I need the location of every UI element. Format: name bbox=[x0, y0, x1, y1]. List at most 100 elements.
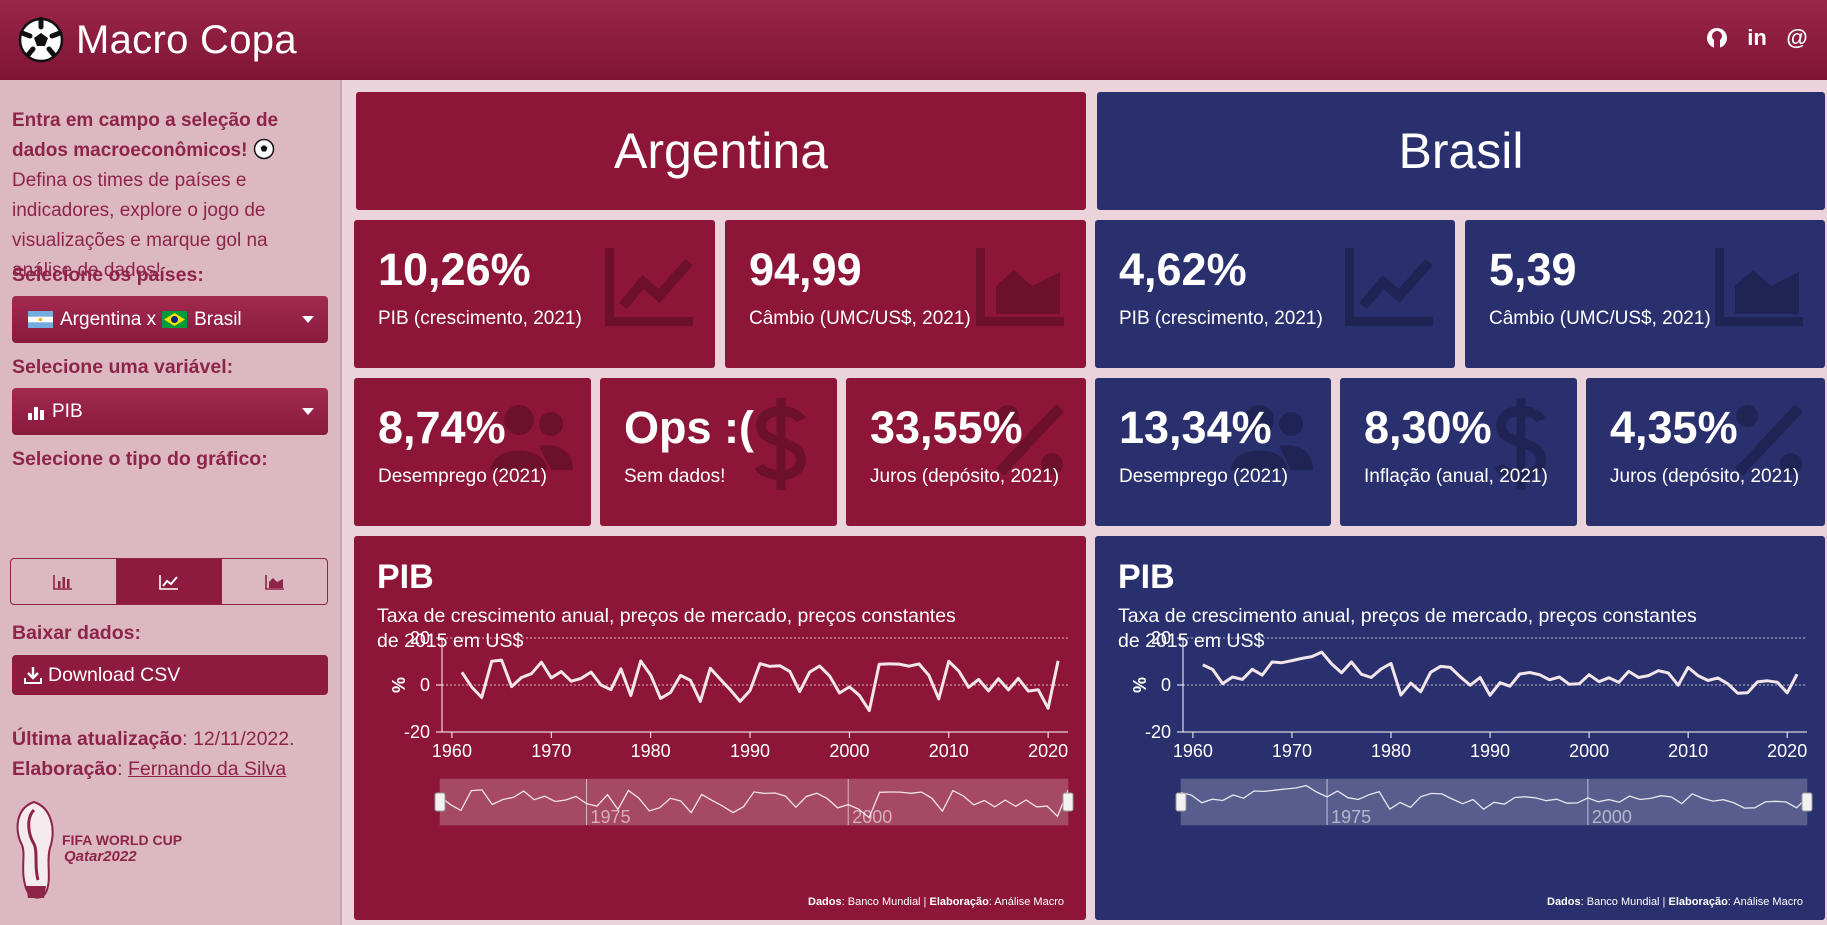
y-tick-label: 20 bbox=[1151, 628, 1171, 648]
author-link[interactable]: Fernando da Silva bbox=[127, 758, 287, 780]
series-line bbox=[1202, 650, 1799, 697]
chart-type-line-button[interactable] bbox=[115, 559, 222, 604]
argentina-line-chart[interactable]: -20 0 20% 1960 1970 1980 1990 2000 2010 2020 1975 2… bbox=[354, 536, 1086, 920]
chart-subtitle: Taxa de crescimento anual, preços de mer… bbox=[377, 605, 956, 652]
box-value: 10,26% bbox=[378, 244, 531, 295]
argentina-exchange-box: 94,99 Câmbio (UMC/US$, 2021) bbox=[725, 220, 1086, 368]
box-value: 94,99 bbox=[749, 244, 862, 295]
chevron-down-icon bbox=[302, 408, 314, 415]
intro-headline: Entra em campo a seleção de dados macroe… bbox=[12, 110, 279, 161]
chart-type-label: Selecione o tipo do gráfico: bbox=[12, 448, 268, 470]
chart-type-area-button[interactable] bbox=[221, 559, 327, 604]
box-label: PIB (crescimento, 2021) bbox=[378, 308, 582, 329]
navigator-handle[interactable] bbox=[1801, 792, 1813, 812]
argentina-chart-panel: PIB Taxa de crescimento anual, preços de… bbox=[354, 536, 1086, 920]
chart-title: PIB bbox=[377, 558, 434, 596]
x-tick-label: 2000 bbox=[829, 741, 869, 761]
navigator-series bbox=[439, 789, 1069, 819]
box-label: Inflação (anual, 2021) bbox=[1364, 466, 1548, 487]
x-tick-label: 2000 bbox=[1569, 741, 1609, 761]
chevron-down-icon bbox=[302, 316, 314, 323]
chart-subtitle: Taxa de crescimento anual, preços de mer… bbox=[1118, 605, 1697, 652]
variable-select[interactable]: PIB bbox=[12, 388, 328, 435]
x-tick-label: 1960 bbox=[1173, 741, 1213, 761]
country-name: Brasil bbox=[1398, 123, 1524, 179]
argentina-header: Argentina bbox=[356, 92, 1086, 210]
soccer-ball-icon bbox=[253, 138, 274, 160]
argentina-interest-box: 33,55% Juros (depósito, 2021) bbox=[846, 378, 1086, 526]
navigator-handle[interactable] bbox=[1175, 792, 1187, 812]
y-tick-label: -20 bbox=[1145, 722, 1171, 742]
download-icon bbox=[24, 667, 42, 684]
x-tick-label: 1970 bbox=[531, 741, 571, 761]
argentina-inflation-box: Ops :( Sem dados! bbox=[600, 378, 837, 526]
brasil-unemployment-box: 13,34% Desemprego (2021) bbox=[1095, 378, 1331, 526]
github-icon[interactable] bbox=[1705, 24, 1729, 52]
box-label: Desemprego (2021) bbox=[378, 466, 547, 487]
y-tick-label: -20 bbox=[404, 722, 430, 742]
linkedin-icon[interactable]: in bbox=[1747, 25, 1767, 50]
brasil-inflation-box: 8,30% Inflação (anual, 2021) bbox=[1340, 378, 1577, 526]
chart-type-bar-button[interactable] bbox=[11, 559, 116, 604]
x-tick-label: 2010 bbox=[1668, 741, 1708, 761]
users-icon bbox=[1231, 405, 1313, 470]
percent-icon bbox=[1734, 404, 1804, 476]
bar-chart-icon bbox=[53, 574, 73, 590]
x-tick-label: 2020 bbox=[1767, 741, 1807, 761]
navigator-window bbox=[439, 778, 1069, 826]
at-icon[interactable]: @ bbox=[1786, 25, 1808, 50]
app-header: Macro Copa in @ bbox=[0, 0, 1827, 80]
box-value: 8,74% bbox=[378, 402, 506, 453]
box-value: 13,34% bbox=[1119, 402, 1272, 453]
box-value: 8,30% bbox=[1364, 402, 1492, 453]
last-update-value: : 12/11/2022. bbox=[182, 728, 295, 750]
box-value: 4,62% bbox=[1119, 244, 1247, 295]
x-tick-label: 1970 bbox=[1272, 741, 1312, 761]
box-label: Câmbio (UMC/US$, 2021) bbox=[749, 308, 971, 329]
sidebar: Entra em campo a seleção de dados macroe… bbox=[0, 80, 342, 925]
argentina-gdp-box: 10,26% PIB (crescimento, 2021) bbox=[354, 220, 715, 368]
y-tick-label: 0 bbox=[420, 675, 430, 695]
navigator-series bbox=[1180, 784, 1808, 811]
argentina-unemployment-box: 8,74% Desemprego (2021) bbox=[354, 378, 591, 526]
variable-value: PIB bbox=[52, 400, 83, 422]
sidebar-meta: Última atualização: 12/11/2022. Elaboraç… bbox=[12, 724, 295, 784]
area-chart-icon bbox=[1715, 248, 1803, 326]
y-tick-label: 20 bbox=[410, 628, 430, 648]
box-label: Juros (depósito, 2021) bbox=[870, 466, 1060, 487]
y-tick-label: 0 bbox=[1161, 675, 1171, 695]
navigator-handle[interactable] bbox=[1062, 792, 1074, 812]
series-line bbox=[460, 658, 1060, 713]
box-value: 5,39 bbox=[1489, 244, 1577, 295]
argentina-flag-icon bbox=[28, 311, 53, 328]
header-links: in @ bbox=[1705, 24, 1809, 52]
countries-select[interactable]: Argentina x Brasil bbox=[12, 296, 328, 343]
bar-chart-icon bbox=[28, 406, 44, 420]
navigator-tick-label: 1975 bbox=[591, 807, 631, 827]
line-chart-icon bbox=[605, 248, 693, 326]
intro-text: Defina os times de países e indicadores,… bbox=[12, 170, 268, 281]
line-chart-icon bbox=[1345, 248, 1433, 326]
download-csv-button[interactable]: Download CSV bbox=[12, 655, 328, 695]
navigator-handle[interactable] bbox=[434, 792, 446, 812]
brasil-gdp-box: 4,62% PIB (crescimento, 2021) bbox=[1095, 220, 1455, 368]
box-label: Desemprego (2021) bbox=[1119, 466, 1288, 487]
app-title: Macro Copa bbox=[76, 17, 297, 62]
box-value: 4,35% bbox=[1610, 402, 1738, 453]
area-chart-icon bbox=[264, 574, 284, 590]
brasil-line-chart[interactable]: -20 0 20% 1960 1970 1980 1990 2000 2010 2020 1975 2… bbox=[1095, 536, 1825, 920]
download-button-label: Download CSV bbox=[48, 663, 181, 686]
navigator-tick-label: 2000 bbox=[1592, 807, 1632, 827]
chart-source: Dados: Banco Mundial | Elaboração: Análi… bbox=[808, 896, 1064, 908]
x-tick-label: 1990 bbox=[730, 741, 770, 761]
chart-source: Dados: Banco Mundial | Elaboração: Análi… bbox=[1547, 896, 1803, 908]
dollar-icon bbox=[754, 398, 807, 490]
line-chart-icon bbox=[159, 574, 178, 590]
chart-title: PIB bbox=[1118, 558, 1175, 596]
y-axis-label: % bbox=[388, 677, 408, 693]
world-cup-title: FIFA WORLD CUP bbox=[62, 832, 182, 848]
variable-label: Selecione uma variável: bbox=[12, 356, 234, 378]
navigator-tick-label: 1975 bbox=[1331, 807, 1371, 827]
navigator-tick-label: 2000 bbox=[852, 807, 892, 827]
brasil-flag-icon bbox=[162, 311, 188, 328]
